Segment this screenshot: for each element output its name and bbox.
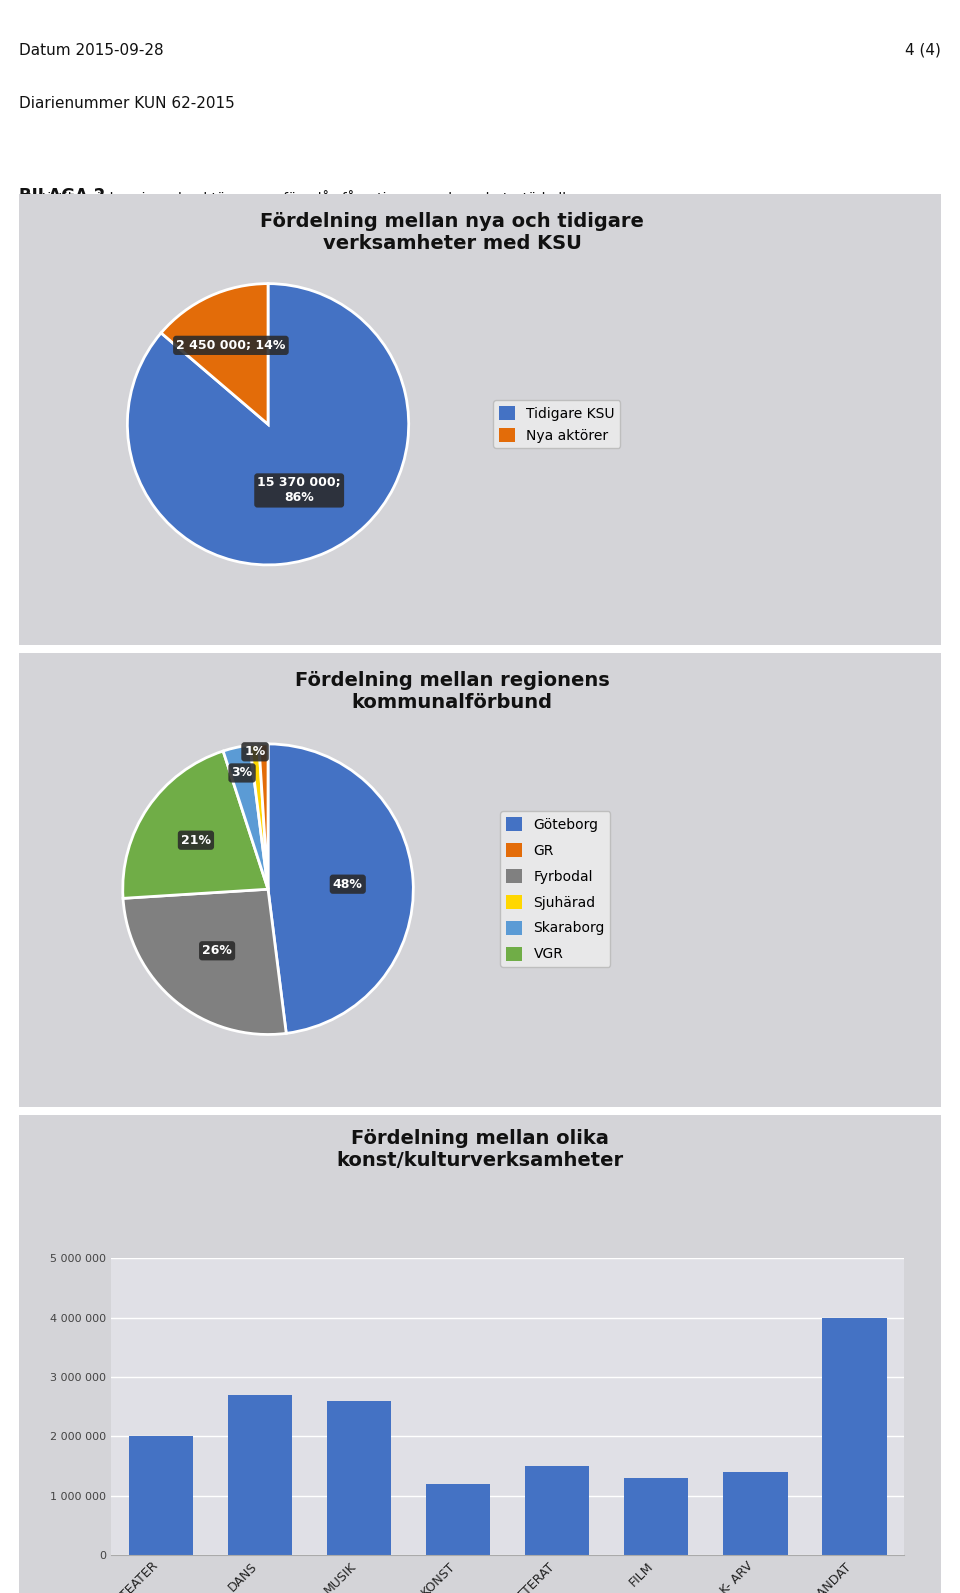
Text: Diarienummer KUN 62-2015: Diarienummer KUN 62-2015	[19, 96, 235, 110]
Bar	[426, 1483, 491, 1555]
Bar	[326, 1400, 392, 1555]
Text: 3%: 3%	[231, 766, 252, 779]
FancyBboxPatch shape	[19, 1115, 941, 1593]
Bar	[624, 1478, 688, 1555]
Text: 2 450 000; 14%: 2 450 000; 14%	[177, 339, 285, 352]
Wedge shape	[128, 284, 409, 566]
Legend: Tidigare KSU, Nya aktörer: Tidigare KSU, Nya aktörer	[493, 400, 620, 448]
Bar	[723, 1472, 787, 1555]
Wedge shape	[161, 284, 268, 424]
Text: Fördelning mellan nya och tidigare
verksamheter med KSU: Fördelning mellan nya och tidigare verks…	[260, 212, 644, 253]
Text: Fördelning mellan olika
konst/kulturverksamheter: Fördelning mellan olika konst/kulturverk…	[336, 1129, 624, 1171]
Text: 48%: 48%	[333, 878, 363, 890]
Text: Statistiken inbegriper de aktörer som föreslås få antingen verksamhetsstöd eller: Statistiken inbegriper de aktörer som fö…	[19, 190, 581, 221]
Bar	[822, 1317, 887, 1555]
Bar	[228, 1395, 292, 1555]
Text: Datum 2015-09-28: Datum 2015-09-28	[19, 43, 164, 57]
Wedge shape	[268, 744, 414, 1034]
FancyBboxPatch shape	[19, 194, 941, 645]
Wedge shape	[123, 889, 286, 1034]
Wedge shape	[259, 744, 268, 889]
Text: 1%: 1%	[245, 746, 266, 758]
Text: BILAGA 2: BILAGA 2	[19, 186, 106, 205]
Text: 21%: 21%	[180, 833, 211, 847]
Bar	[525, 1466, 589, 1555]
Bar	[129, 1437, 193, 1555]
FancyBboxPatch shape	[19, 653, 941, 1107]
Wedge shape	[123, 750, 268, 898]
Legend: Göteborg, GR, Fyrbodal, Sjuhärad, Skaraborg, VGR: Göteborg, GR, Fyrbodal, Sjuhärad, Skarab…	[500, 811, 611, 967]
Text: 26%: 26%	[203, 945, 232, 957]
Text: Fördelning mellan regionens
kommunalförbund: Fördelning mellan regionens kommunalförb…	[295, 671, 610, 712]
Text: 4 (4): 4 (4)	[905, 43, 941, 57]
Wedge shape	[223, 746, 268, 889]
Text: 15 370 000;
86%: 15 370 000; 86%	[257, 476, 341, 505]
Wedge shape	[250, 744, 268, 889]
